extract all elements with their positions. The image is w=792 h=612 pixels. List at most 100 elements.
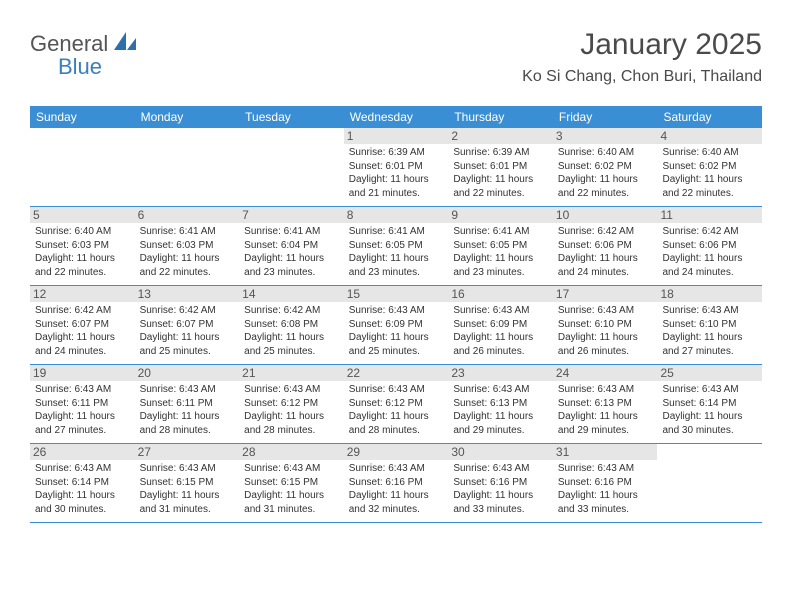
- day-cell: 15 Sunrise: 6:43 AM Sunset: 6:09 PM Dayli…: [344, 286, 449, 364]
- day-number: 3: [553, 128, 658, 144]
- weekday-monday: Monday: [135, 106, 240, 128]
- day-details: Sunrise: 6:39 AM Sunset: 6:01 PM Dayligh…: [453, 146, 548, 200]
- weekday-thursday: Thursday: [448, 106, 553, 128]
- day-number: 15: [344, 286, 449, 302]
- day-cell: 1 Sunrise: 6:39 AM Sunset: 6:01 PM Daylig…: [344, 128, 449, 206]
- day-cell: 17 Sunrise: 6:43 AM Sunset: 6:10 PM Dayli…: [553, 286, 658, 364]
- day-details: Sunrise: 6:41 AM Sunset: 6:04 PM Dayligh…: [244, 225, 339, 279]
- day-details: Sunrise: 6:43 AM Sunset: 6:09 PM Dayligh…: [349, 304, 444, 358]
- day-details: Sunrise: 6:40 AM Sunset: 6:02 PM Dayligh…: [662, 146, 757, 200]
- weekday-saturday: Saturday: [657, 106, 762, 128]
- page-title: January 2025: [522, 28, 762, 62]
- weekday-header: Sunday Monday Tuesday Wednesday Thursday…: [30, 106, 762, 128]
- day-details: Sunrise: 6:40 AM Sunset: 6:03 PM Dayligh…: [35, 225, 130, 279]
- day-details: Sunrise: 6:42 AM Sunset: 6:07 PM Dayligh…: [35, 304, 130, 358]
- day-details: Sunrise: 6:43 AM Sunset: 6:10 PM Dayligh…: [558, 304, 653, 358]
- day-cell: 24 Sunrise: 6:43 AM Sunset: 6:13 PM Dayli…: [553, 365, 658, 443]
- day-cell: 16Sunrise: 6:43 AM Sunset: 6:09 PM Dayli…: [448, 286, 553, 364]
- day-details: Sunrise: 6:43 AM Sunset: 6:11 PM Dayligh…: [35, 383, 130, 437]
- day-number: 30: [448, 444, 553, 460]
- day-details: Sunrise: 6:43 AM Sunset: 6:11 PM Dayligh…: [140, 383, 235, 437]
- day-number: 4: [657, 128, 762, 144]
- day-details: Sunrise: 6:41 AM Sunset: 6:05 PM Dayligh…: [453, 225, 548, 279]
- day-cell: 30 Sunrise: 6:43 AM Sunset: 6:16 PM Dayli…: [448, 444, 553, 522]
- week-row: 5 Sunrise: 6:40 AM Sunset: 6:03 PM Daylig…: [30, 207, 762, 286]
- day-cell: 19 Sunrise: 6:43 AM Sunset: 6:11 PM Dayli…: [30, 365, 135, 443]
- day-details: Sunrise: 6:43 AM Sunset: 6:13 PM Dayligh…: [558, 383, 653, 437]
- day-details: Sunrise: 6:43 AM Sunset: 6:16 PM Dayligh…: [558, 462, 653, 516]
- day-number: 27: [135, 444, 240, 460]
- day-cell: 2Sunrise: 6:39 AM Sunset: 6:01 PM Daylig…: [448, 128, 553, 206]
- day-cell: 18Sunrise: 6:43 AM Sunset: 6:10 PM Dayli…: [657, 286, 762, 364]
- day-details: Sunrise: 6:43 AM Sunset: 6:09 PM Dayligh…: [453, 304, 548, 358]
- day-cell: 3 Sunrise: 6:40 AM Sunset: 6:02 PM Daylig…: [553, 128, 658, 206]
- day-cell: 27 Sunrise: 6:43 AM Sunset: 6:15 PM Dayli…: [135, 444, 240, 522]
- day-cell: 20Sunrise: 6:43 AM Sunset: 6:11 PM Dayli…: [135, 365, 240, 443]
- weekday-tuesday: Tuesday: [239, 106, 344, 128]
- day-cell: 22 Sunrise: 6:43 AM Sunset: 6:12 PM Dayli…: [344, 365, 449, 443]
- day-cell: 21Sunrise: 6:43 AM Sunset: 6:12 PM Dayli…: [239, 365, 344, 443]
- day-details: Sunrise: 6:43 AM Sunset: 6:12 PM Dayligh…: [244, 383, 339, 437]
- day-number: 5: [30, 207, 135, 223]
- day-number: 28: [239, 444, 344, 460]
- day-cell: 4 Sunrise: 6:40 AM Sunset: 6:02 PM Daylig…: [657, 128, 762, 206]
- week-row: 1Sunrise: 6:39 AM Sunset: 6:01 PM Daylig…: [30, 128, 762, 207]
- day-cell: [135, 128, 240, 206]
- day-cell: 8 Sunrise: 6:41 AM Sunset: 6:05 PM Daylig…: [344, 207, 449, 285]
- day-details: Sunrise: 6:42 AM Sunset: 6:08 PM Dayligh…: [244, 304, 339, 358]
- day-number: 13: [135, 286, 240, 302]
- day-number: 26: [30, 444, 135, 460]
- day-number: 10: [553, 207, 658, 223]
- day-number: 19: [30, 365, 135, 381]
- logo-sail-icon: [112, 30, 138, 57]
- day-number: 29: [344, 444, 449, 460]
- day-cell: 31 Sunrise: 6:43 AM Sunset: 6:16 PM Dayli…: [553, 444, 658, 522]
- day-details: Sunrise: 6:43 AM Sunset: 6:12 PM Dayligh…: [349, 383, 444, 437]
- day-cell: 5 Sunrise: 6:40 AM Sunset: 6:03 PM Daylig…: [30, 207, 135, 285]
- day-details: Sunrise: 6:41 AM Sunset: 6:05 PM Dayligh…: [349, 225, 444, 279]
- day-cell: 26 Sunrise: 6:43 AM Sunset: 6:14 PM Dayli…: [30, 444, 135, 522]
- day-number: 22: [344, 365, 449, 381]
- day-details: Sunrise: 6:39 AM Sunset: 6:01 PM Dayligh…: [349, 146, 444, 200]
- week-row: 12Sunrise: 6:42 AM Sunset: 6:07 PM Dayli…: [30, 286, 762, 365]
- day-cell: 6Sunrise: 6:41 AM Sunset: 6:03 PM Daylig…: [135, 207, 240, 285]
- day-details: Sunrise: 6:43 AM Sunset: 6:13 PM Dayligh…: [453, 383, 548, 437]
- day-number: 14: [239, 286, 344, 302]
- day-details: Sunrise: 6:43 AM Sunset: 6:15 PM Dayligh…: [244, 462, 339, 516]
- day-details: Sunrise: 6:43 AM Sunset: 6:14 PM Dayligh…: [35, 462, 130, 516]
- day-details: Sunrise: 6:42 AM Sunset: 6:06 PM Dayligh…: [662, 225, 757, 279]
- day-cell: 7Sunrise: 6:41 AM Sunset: 6:04 PM Daylig…: [239, 207, 344, 285]
- day-number: 8: [344, 207, 449, 223]
- day-cell: 11 Sunrise: 6:42 AM Sunset: 6:06 PM Dayli…: [657, 207, 762, 285]
- day-number: 1: [344, 128, 449, 144]
- day-cell: 14 Sunrise: 6:42 AM Sunset: 6:08 PM Dayli…: [239, 286, 344, 364]
- day-details: Sunrise: 6:43 AM Sunset: 6:14 PM Dayligh…: [662, 383, 757, 437]
- day-cell: 29Sunrise: 6:43 AM Sunset: 6:16 PM Dayli…: [344, 444, 449, 522]
- day-number: 11: [657, 207, 762, 223]
- day-cell: 23 Sunrise: 6:43 AM Sunset: 6:13 PM Dayli…: [448, 365, 553, 443]
- day-cell: 28 Sunrise: 6:43 AM Sunset: 6:15 PM Dayli…: [239, 444, 344, 522]
- logo: General Blue: [30, 30, 138, 57]
- calendar-body: 1Sunrise: 6:39 AM Sunset: 6:01 PM Daylig…: [30, 128, 762, 523]
- weekday-sunday: Sunday: [30, 106, 135, 128]
- week-row: 26 Sunrise: 6:43 AM Sunset: 6:14 PM Dayli…: [30, 444, 762, 523]
- day-number: 25: [657, 365, 762, 381]
- week-row: 19 Sunrise: 6:43 AM Sunset: 6:11 PM Dayli…: [30, 365, 762, 444]
- day-cell: [30, 128, 135, 206]
- day-cell: [657, 444, 762, 522]
- day-number: 23: [448, 365, 553, 381]
- day-number: 9: [448, 207, 553, 223]
- header: January 2025 Ko Si Chang, Chon Buri, Tha…: [522, 28, 762, 86]
- day-number: 31: [553, 444, 658, 460]
- page-subtitle: Ko Si Chang, Chon Buri, Thailand: [522, 68, 762, 86]
- day-number: 17: [553, 286, 658, 302]
- day-cell: 25 Sunrise: 6:43 AM Sunset: 6:14 PM Dayli…: [657, 365, 762, 443]
- day-cell: [239, 128, 344, 206]
- day-details: Sunrise: 6:43 AM Sunset: 6:15 PM Dayligh…: [140, 462, 235, 516]
- day-details: Sunrise: 6:43 AM Sunset: 6:16 PM Dayligh…: [453, 462, 548, 516]
- day-details: Sunrise: 6:40 AM Sunset: 6:02 PM Dayligh…: [558, 146, 653, 200]
- weekday-wednesday: Wednesday: [344, 106, 449, 128]
- logo-text-general: General: [30, 31, 108, 57]
- day-number: 24: [553, 365, 658, 381]
- day-details: Sunrise: 6:42 AM Sunset: 6:07 PM Dayligh…: [140, 304, 235, 358]
